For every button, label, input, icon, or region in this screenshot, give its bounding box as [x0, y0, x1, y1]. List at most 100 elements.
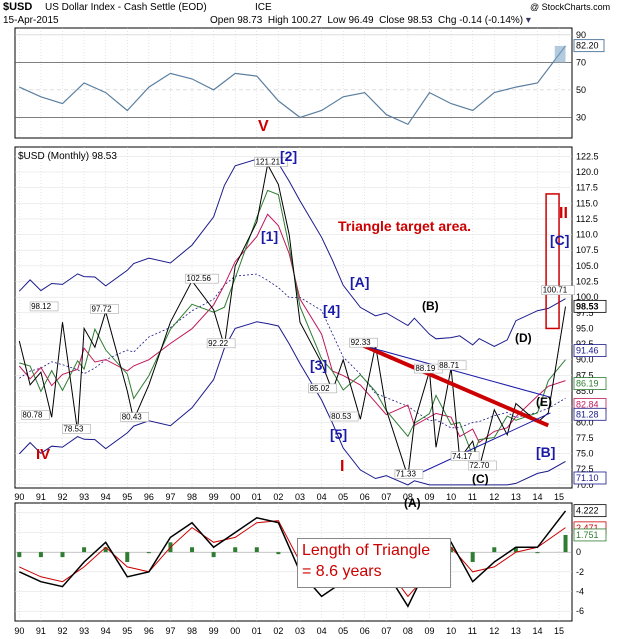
ohlc-row: Open 98.73 High 100.27 Low 96.49 Close 9…	[210, 15, 531, 26]
x-tick-label-bottom: 98	[187, 626, 197, 636]
price-legend: $USD (Monthly) 98.53	[18, 151, 117, 162]
right-price-label-box	[573, 471, 607, 485]
price-point-label: 97.72	[92, 304, 113, 313]
x-tick-label-top: 07	[381, 492, 391, 502]
chg-label: Chg	[438, 15, 457, 26]
macd-signal-line	[19, 520, 566, 598]
right-price-label: 82.84	[576, 400, 599, 410]
watermark: @ StockCharts.com	[530, 2, 611, 12]
x-tick-label-top: 11	[468, 492, 477, 502]
macd-histogram-bar	[233, 547, 238, 553]
macd-right-label: 2.471	[576, 523, 599, 533]
macd-tick-label: -6	[576, 606, 584, 616]
ma-fast-line	[19, 189, 566, 458]
macd-histogram-bar	[17, 552, 22, 558]
price-tick-label: 117.5	[576, 183, 598, 193]
macd-histogram-bar	[190, 547, 195, 553]
x-tick-label-top: 04	[317, 492, 327, 502]
wave-label-a-paren: (A)	[404, 496, 421, 510]
open-value: 98.73	[237, 15, 263, 26]
price-point-label: 98.12	[31, 302, 52, 311]
x-tick-label-top: 05	[338, 492, 348, 502]
chevron-down-icon[interactable]: ▾	[525, 15, 531, 26]
rsi-tick-label: 30	[576, 112, 586, 122]
macd-histogram-bar	[513, 547, 518, 553]
price-tick-label: 87.5	[576, 370, 594, 380]
x-tick-label-top: 02	[273, 492, 283, 502]
x-tick-label-top: 94	[101, 492, 111, 502]
x-tick-label-bottom: 93	[79, 626, 89, 636]
price-point-label-box	[541, 285, 575, 295]
price-point-label: 71.33	[396, 470, 417, 479]
x-tick-label-bottom: 13	[511, 626, 521, 636]
macd-tick-label: 0	[576, 547, 581, 557]
x-tick-label-bottom: 10	[446, 626, 456, 636]
price-point-label-box	[90, 304, 119, 314]
wave-label-2: [2]	[280, 148, 298, 164]
wave-label-4: [4]	[323, 302, 341, 318]
triangle-length-box: Length of Triangle = 8.6 years	[297, 538, 451, 588]
price-tick-label: 80.0	[576, 417, 594, 427]
date: 15-Apr-2015	[3, 15, 59, 26]
x-tick-label-bottom: 03	[295, 626, 305, 636]
macd-histogram-bar	[470, 552, 475, 562]
x-tick-label-bottom: 09	[425, 626, 435, 636]
x-tick-label-top: 03	[295, 492, 305, 502]
price-tick-label: 100.0	[576, 292, 599, 302]
wave-label-i: I	[340, 458, 345, 475]
wave-label-c-paren: (C)	[472, 472, 489, 486]
high-value: 100.27	[291, 15, 322, 26]
x-tick-label-bottom: 11	[468, 626, 477, 636]
price-tick-label: 72.5	[576, 464, 594, 474]
price-point-label-box	[254, 157, 288, 167]
price-point-label-box	[437, 360, 467, 371]
price-point-label: 85.02	[310, 384, 331, 393]
right-price-label: 71.10	[576, 473, 599, 483]
rsi-tick-label: 70	[576, 57, 586, 67]
x-tick-label-bottom: 07	[381, 626, 391, 636]
price-tick-label: 110.0	[576, 230, 598, 240]
x-tick-label-top: 95	[122, 492, 132, 502]
price-tick-label: 77.5	[576, 433, 594, 443]
x-tick-label-bottom: 91	[36, 626, 46, 636]
macd-histogram-bar	[449, 547, 454, 553]
x-tick-label-top: 09	[425, 492, 435, 502]
instrument-name: US Dollar Index - Cash Settle (EOD)	[45, 2, 207, 13]
macd-histogram-bar	[82, 547, 87, 553]
price-point-label-box	[308, 383, 337, 394]
x-tick-label-bottom: 12	[489, 626, 499, 636]
x-tick-label-top: 08	[403, 492, 413, 502]
macd-right-label-box	[573, 528, 607, 542]
price-point-label-box	[450, 451, 480, 462]
macd-line	[18, 510, 567, 608]
macd-right-label: 4.222	[576, 506, 599, 516]
triangle-length-line1: Length of Triangle	[302, 542, 431, 559]
price-point-label: 92.33	[351, 338, 372, 347]
price-tick-label: 102.5	[576, 277, 599, 287]
exchange: ICE	[255, 2, 272, 13]
x-tick-label-top: 91	[36, 492, 46, 502]
price-tick-label: 107.5	[576, 245, 599, 255]
macd-histogram-bar	[211, 552, 216, 558]
triangle-target-rect	[545, 193, 560, 330]
open-label: Open	[210, 15, 235, 26]
price-tick-label: 105.0	[576, 261, 599, 271]
macd-histogram-bar	[254, 547, 259, 553]
macd-histogram-bar	[103, 547, 108, 553]
right-price-label-box	[573, 377, 607, 390]
x-tick-label-top: 06	[360, 492, 370, 502]
right-price-label-box	[573, 407, 607, 421]
triangle-target-text: Triangle target area.	[338, 218, 472, 234]
x-tick-label-top: 92	[57, 492, 67, 502]
wave-label-ii: II	[559, 205, 568, 222]
x-tick-label-bottom: 95	[122, 626, 132, 636]
price-point-label: 102.56	[187, 274, 212, 283]
x-tick-label-top: 99	[209, 492, 219, 502]
x-tick-label-bottom: 92	[57, 626, 67, 636]
x-tick-label-bottom: 02	[273, 626, 283, 636]
x-tick-label-bottom: 94	[101, 626, 111, 636]
x-tick-label-bottom: 15	[554, 626, 564, 636]
wave-label-v: V	[258, 118, 269, 135]
